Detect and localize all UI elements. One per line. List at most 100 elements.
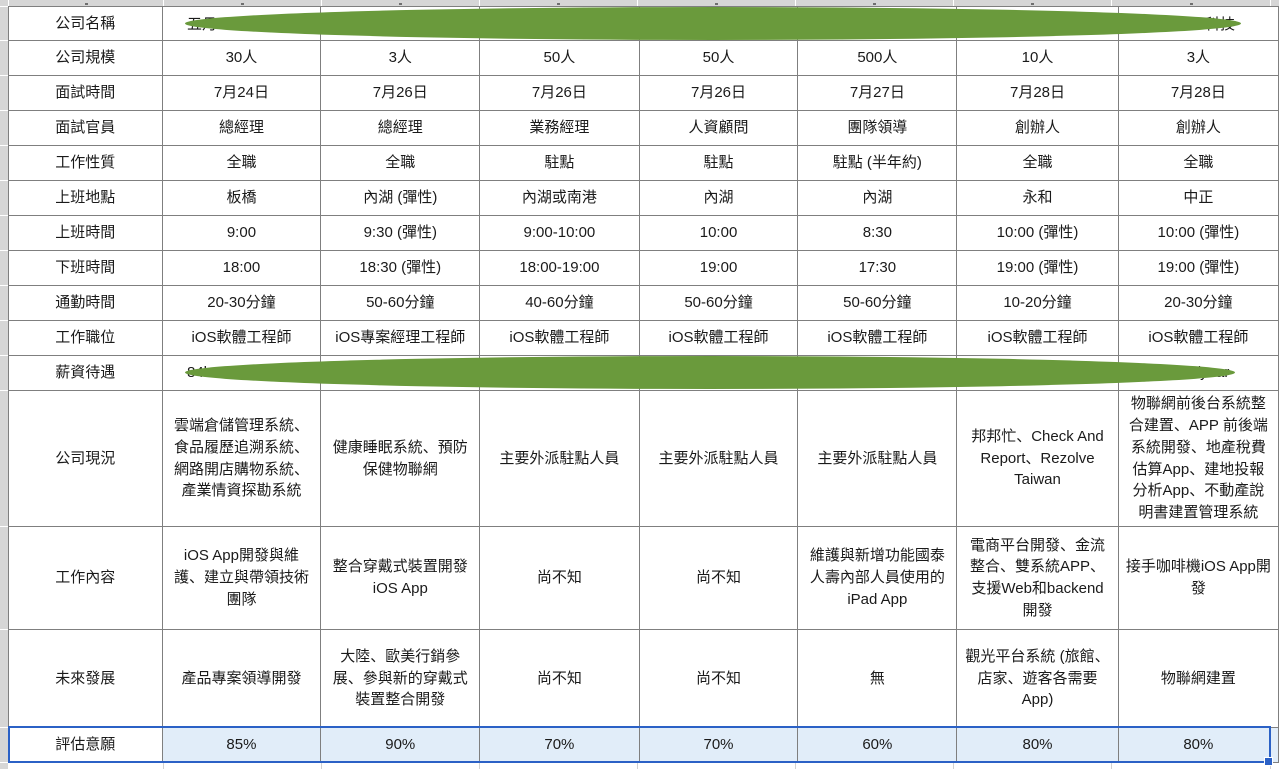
cell[interactable]: 19:00 (彈性) — [956, 250, 1119, 286]
cell[interactable]: iOS軟體工程師 — [797, 320, 958, 356]
cell[interactable]: 40-60分鐘 — [479, 285, 640, 321]
row-label[interactable]: 公司現況 — [8, 390, 163, 527]
cell[interactable]: 內湖或南港 — [479, 180, 640, 216]
cell[interactable]: 內湖 — [797, 180, 958, 216]
cell[interactable]: 80% — [956, 727, 1119, 763]
cell[interactable]: 18:00-19:00 — [479, 250, 640, 286]
cell[interactable]: iOS軟體工程師 — [1117, 320, 1279, 356]
cell[interactable]: iOS軟體工程師 — [638, 320, 799, 356]
cell[interactable]: 主要外派駐點人員 — [479, 390, 640, 527]
cell[interactable]: 健康睡眠系統、預防保健物聯網 — [320, 390, 481, 527]
cell[interactable]: iOS App開發與維護、建立與帶領技術團隊 — [161, 526, 322, 630]
row-label[interactable]: 公司名稱 — [8, 6, 163, 41]
cell[interactable]: 3人 — [320, 40, 481, 76]
cell[interactable]: 85% — [161, 727, 322, 763]
cell[interactable]: 尚不知 — [479, 526, 640, 630]
cell[interactable]: 創辦人 — [1117, 110, 1279, 146]
cell[interactable]: 物聯網前後台系統整合建置、APP 前後端系統開發、地產稅費估算App、建地投報分… — [1117, 390, 1279, 527]
row-label[interactable]: 下班時間 — [8, 250, 163, 286]
cell[interactable]: 10:00 (彈性) — [1117, 215, 1279, 251]
cell[interactable]: 創辦人 — [956, 110, 1119, 146]
cell[interactable]: 全職 — [320, 145, 481, 181]
cell[interactable]: 雲端倉儲管理系統、食品履歷追溯系統、網路開店購物系統、產業情資探勘系統 — [161, 390, 322, 527]
cell[interactable]: 駐點 (半年約) — [797, 145, 958, 181]
cell[interactable]: 電商平台開發、金流整合、雙系統APP、支援Web和backend開發 — [956, 526, 1119, 630]
cell[interactable]: 9:00 — [161, 215, 322, 251]
cell[interactable]: 80% — [1117, 727, 1279, 763]
cell[interactable]: 邦邦忙、Check And Report、Rezolve Taiwan — [956, 390, 1119, 527]
cell[interactable]: 人資顧問 — [638, 110, 799, 146]
row-headers-strip[interactable] — [0, 6, 8, 769]
cell[interactable]: 500人 — [797, 40, 958, 76]
cell[interactable]: 9:00-10:00 — [479, 215, 640, 251]
cell[interactable]: 10:00 — [638, 215, 799, 251]
cell[interactable]: 整合穿戴式裝置開發 iOS App — [320, 526, 481, 630]
cell[interactable]: 7月28日 — [1117, 75, 1279, 111]
cell[interactable]: 物聯網建置 — [1117, 629, 1279, 728]
column-headers-strip[interactable] — [0, 0, 1279, 6]
cell[interactable]: 18:30 (彈性) — [320, 250, 481, 286]
cell[interactable]: 10:00 (彈性) — [956, 215, 1119, 251]
cell[interactable]: 8:30 — [797, 215, 958, 251]
cell[interactable]: 大陸、歐美行銷參展、參與新的穿戴式裝置整合開發 — [320, 629, 481, 728]
cell[interactable]: 50人 — [479, 40, 640, 76]
cell[interactable]: 全職 — [161, 145, 322, 181]
cell[interactable]: 7月24日 — [161, 75, 322, 111]
cell[interactable]: iOS專案經理工程師 — [320, 320, 481, 356]
cell[interactable]: 70% — [479, 727, 640, 763]
row-label[interactable]: 公司規模 — [8, 40, 163, 76]
row-label[interactable]: 工作職位 — [8, 320, 163, 356]
row-label[interactable]: 薪資待遇 — [8, 355, 163, 391]
row-label[interactable]: 工作性質 — [8, 145, 163, 181]
cell[interactable]: 7月26日 — [638, 75, 799, 111]
cell[interactable]: 主要外派駐點人員 — [638, 390, 799, 527]
cell[interactable]: 19:00 (彈性) — [1117, 250, 1279, 286]
cell[interactable]: 7月28日 — [956, 75, 1119, 111]
selection-fill-handle[interactable] — [1264, 757, 1273, 766]
row-label[interactable]: 通勤時間 — [8, 285, 163, 321]
cell[interactable]: 尚不知 — [638, 526, 799, 630]
cell[interactable]: 中正 — [1117, 180, 1279, 216]
cell[interactable]: 駐點 — [479, 145, 640, 181]
cell[interactable]: 觀光平台系統 (旅館、店家、遊客各需要App) — [956, 629, 1119, 728]
cell[interactable]: 10人 — [956, 40, 1119, 76]
row-label[interactable]: 上班地點 — [8, 180, 163, 216]
cell[interactable]: 產品專案領導開發 — [161, 629, 322, 728]
cell[interactable]: 總經理 — [161, 110, 322, 146]
cell[interactable]: 永和 — [956, 180, 1119, 216]
cell[interactable]: 50-60分鐘 — [320, 285, 481, 321]
row-label[interactable]: 工作內容 — [8, 526, 163, 630]
cell[interactable]: 駐點 — [638, 145, 799, 181]
cell[interactable]: 團隊領導 — [797, 110, 958, 146]
cell[interactable]: 業務經理 — [479, 110, 640, 146]
row-label[interactable]: 評估意願 — [8, 727, 163, 763]
row-label[interactable]: 面試官員 — [8, 110, 163, 146]
cell[interactable]: 50人 — [638, 40, 799, 76]
cell[interactable]: 維護與新增功能國泰人壽內部人員使用的iPad App — [797, 526, 958, 630]
cell[interactable]: 19:00 — [638, 250, 799, 286]
cell[interactable]: 7月26日 — [479, 75, 640, 111]
cell[interactable]: 全職 — [1117, 145, 1279, 181]
cell[interactable]: 板橋 — [161, 180, 322, 216]
cell[interactable]: 30人 — [161, 40, 322, 76]
cell[interactable]: 9:30 (彈性) — [320, 215, 481, 251]
cell[interactable]: 3人 — [1117, 40, 1279, 76]
cell[interactable]: 90% — [320, 727, 481, 763]
cell[interactable]: 接手咖啡機iOS App開發 — [1117, 526, 1279, 630]
cell[interactable]: 無 — [797, 629, 958, 728]
cell[interactable]: 17:30 — [797, 250, 958, 286]
row-label[interactable]: 面試時間 — [8, 75, 163, 111]
cell[interactable]: 7月26日 — [320, 75, 481, 111]
cell[interactable]: 總經理 — [320, 110, 481, 146]
cell[interactable]: 20-30分鐘 — [1117, 285, 1279, 321]
cell[interactable]: 尚不知 — [638, 629, 799, 728]
row-label[interactable]: 上班時間 — [8, 215, 163, 251]
cell[interactable]: 尚不知 — [479, 629, 640, 728]
cell[interactable]: 7月27日 — [797, 75, 958, 111]
cell[interactable]: 70% — [638, 727, 799, 763]
row-label[interactable]: 未來發展 — [8, 629, 163, 728]
cell[interactable]: 主要外派駐點人員 — [797, 390, 958, 527]
cell[interactable]: 60% — [797, 727, 958, 763]
cell[interactable]: 10-20分鐘 — [956, 285, 1119, 321]
cell[interactable]: 50-60分鐘 — [797, 285, 958, 321]
